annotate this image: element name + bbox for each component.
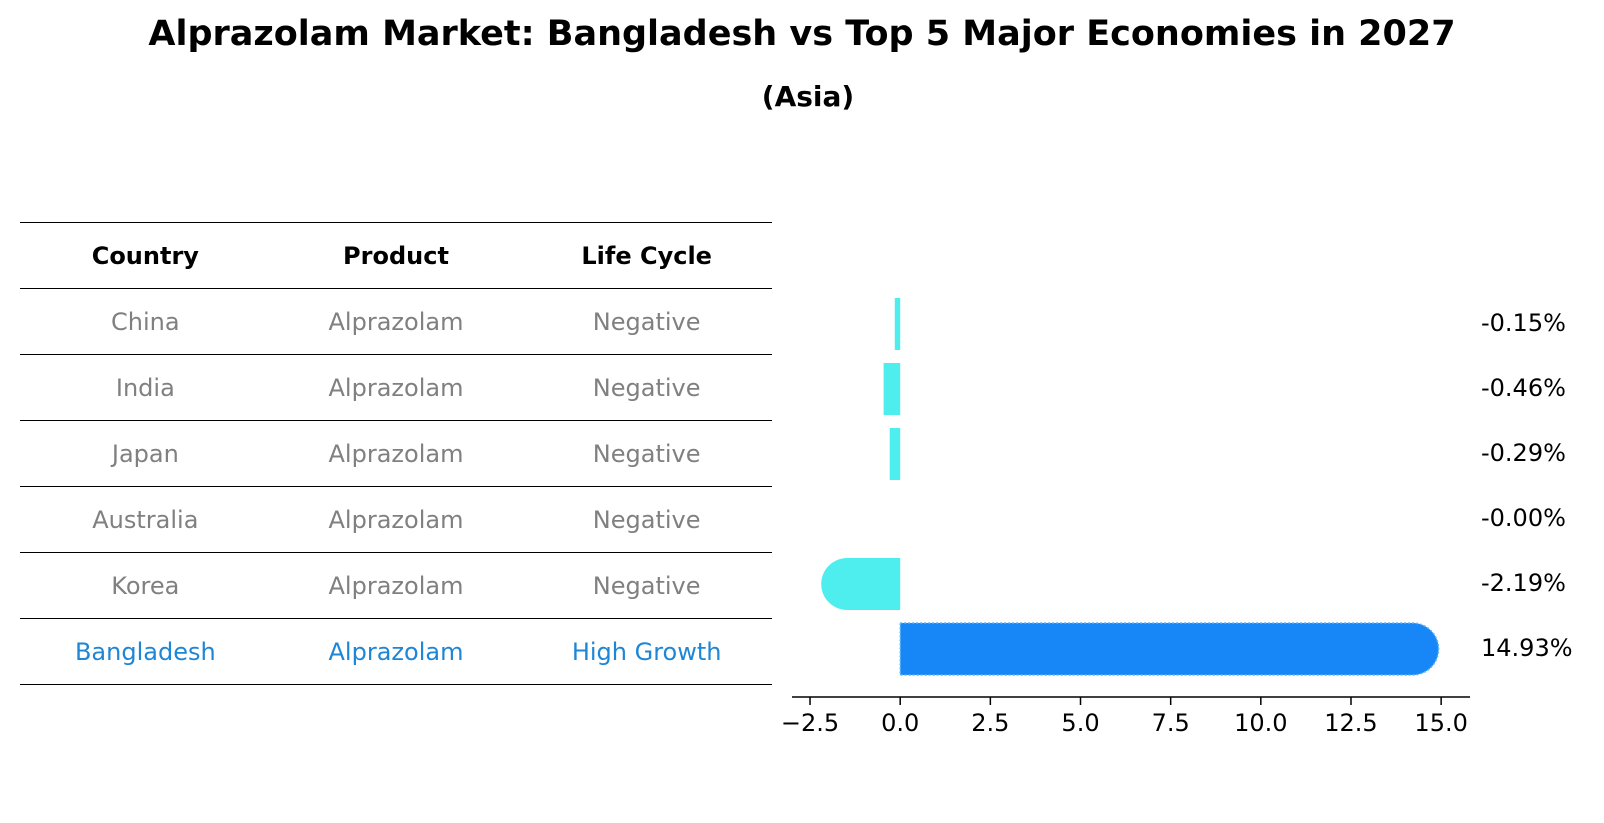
x-tick-label: −2.5: [781, 709, 839, 737]
column-header-country: Country: [20, 222, 271, 289]
cell-life-cycle: Negative: [521, 288, 772, 355]
x-tick-label: 0.0: [881, 709, 919, 737]
x-tick-label: 5.0: [1061, 709, 1099, 737]
cell-product: Alprazolam: [270, 288, 522, 355]
table-row-highlight: Bangladesh Alprazolam High Growth: [20, 618, 772, 685]
x-tick-label: 10.0: [1234, 709, 1287, 737]
column-header-life-cycle: Life Cycle: [521, 222, 772, 289]
table-row: Australia Alprazolam Negative: [20, 486, 772, 553]
table-row: China Alprazolam Negative: [20, 288, 772, 355]
column-header-product: Product: [270, 222, 522, 289]
cell-country: Japan: [20, 420, 271, 487]
cell-life-cycle: Negative: [521, 486, 772, 553]
table-row: Korea Alprazolam Negative: [20, 552, 772, 619]
cell-product: Alprazolam: [270, 552, 522, 619]
cell-life-cycle: Negative: [521, 354, 772, 421]
chart-title: Alprazolam Market: Bangladesh vs Top 5 M…: [148, 14, 1456, 54]
cell-country: Bangladesh: [20, 618, 271, 685]
cell-country: India: [20, 354, 271, 421]
market-table: Country Product Life Cycle China Alprazo…: [20, 222, 772, 685]
x-tick-label: 7.5: [1152, 709, 1190, 737]
x-tick-label: 12.5: [1324, 709, 1377, 737]
value-label-australia: -0.00%: [1481, 504, 1566, 532]
cell-country: Australia: [20, 486, 271, 553]
chart-subtitle: (Asia): [761, 80, 855, 113]
bar-japan: [889, 428, 901, 480]
cell-product: Alprazolam: [270, 354, 522, 421]
cell-product: Alprazolam: [270, 486, 522, 553]
table-row: Japan Alprazolam Negative: [20, 420, 772, 487]
value-label-japan: -0.29%: [1481, 439, 1566, 467]
bar-china: [894, 298, 901, 350]
table-header-row: Country Product Life Cycle: [20, 222, 772, 289]
table-row: India Alprazolam Negative: [20, 354, 772, 421]
cell-life-cycle: Negative: [521, 420, 772, 487]
value-label-bangladesh: 14.93%: [1481, 634, 1573, 662]
x-tick-label: 15.0: [1414, 709, 1467, 737]
value-label-india: -0.46%: [1481, 374, 1566, 402]
value-label-china: -0.15%: [1481, 309, 1566, 337]
cell-life-cycle: Negative: [521, 552, 772, 619]
x-tick-label: 2.5: [971, 709, 1009, 737]
cell-country: Korea: [20, 552, 271, 619]
bar-bangladesh: [899, 622, 1440, 676]
cell-product: Alprazolam: [270, 420, 522, 487]
bar-korea: [821, 558, 901, 610]
cell-country: China: [20, 288, 271, 355]
cell-product: Alprazolam: [270, 618, 522, 685]
bar-india: [883, 363, 901, 415]
cell-life-cycle: High Growth: [521, 618, 772, 685]
value-label-korea: -2.19%: [1481, 569, 1566, 597]
